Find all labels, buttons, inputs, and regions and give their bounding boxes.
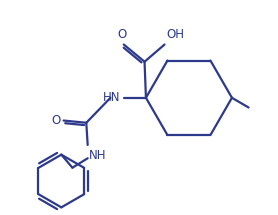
- Text: NH: NH: [89, 149, 106, 162]
- Text: O: O: [117, 28, 126, 41]
- Text: O: O: [51, 114, 60, 127]
- Text: HN: HN: [103, 91, 120, 104]
- Text: OH: OH: [166, 28, 184, 41]
